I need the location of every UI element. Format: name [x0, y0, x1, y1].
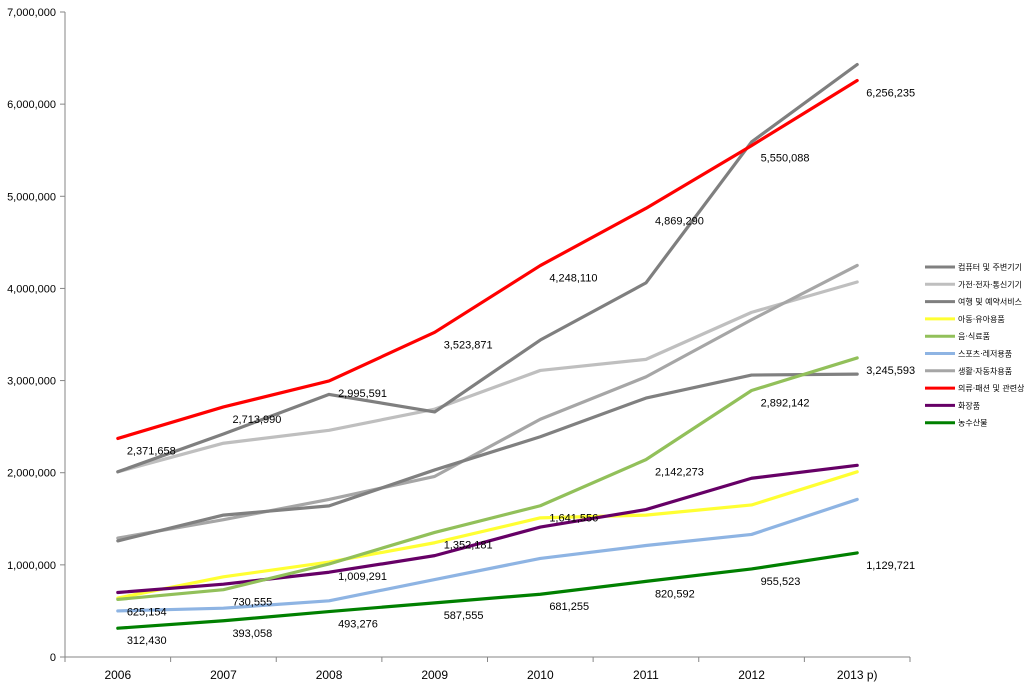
legend-label: 의류·패션 및 관련상품	[958, 383, 1024, 393]
series-line	[116, 470, 859, 600]
series-line	[116, 372, 859, 543]
y-tick-label: 6,000,000	[7, 99, 56, 111]
data-label: 2,892,142	[761, 398, 810, 410]
legend-label: 여행 및 예약서비스	[958, 297, 1022, 307]
data-label: 1,129,721	[866, 560, 915, 572]
series-line	[116, 356, 859, 601]
legend-label: 가전·전자·통신기기	[958, 279, 1022, 289]
data-label: 312,430	[127, 635, 167, 647]
data-label: 4,248,110	[549, 273, 597, 285]
data-label: 6,256,235	[866, 88, 915, 100]
series-lines	[116, 62, 859, 630]
series-line	[116, 280, 859, 474]
y-tick-label: 3,000,000	[7, 376, 56, 388]
y-tick-label: 0	[50, 652, 56, 664]
series-line	[116, 497, 859, 613]
y-tick-label: 5,000,000	[7, 191, 56, 203]
data-label: 2,995,591	[338, 388, 387, 400]
legend-label: 아동·유아용품	[958, 314, 1005, 324]
x-tick-label: 2008	[316, 668, 343, 682]
y-tick-label: 1,000,000	[7, 560, 56, 572]
series-line	[116, 78, 859, 441]
y-tick-label: 7,000,000	[7, 7, 56, 19]
x-tick-label: 2007	[210, 668, 237, 682]
y-tick-label: 2,000,000	[7, 468, 56, 480]
data-label: 681,255	[549, 601, 589, 613]
legend-label: 음·식료품	[958, 332, 990, 341]
legend-label: 화장품	[958, 400, 980, 410]
data-label: 3,523,871	[444, 339, 493, 351]
data-label: 2,371,658	[127, 445, 176, 457]
data-label: 493,276	[338, 619, 378, 631]
data-label: 625,154	[127, 606, 167, 618]
legend-label: 스포츠·레저용품	[958, 350, 1012, 359]
series-line	[116, 62, 859, 474]
x-tick-label: 2011	[633, 668, 659, 682]
data-label: 955,523	[761, 576, 801, 588]
series-line	[116, 263, 859, 540]
legend-label: 생활·자동차용품	[958, 366, 1012, 376]
legend-label: 컴퓨터 및 주변기기	[958, 262, 1022, 272]
x-tick-label: 2012	[738, 668, 765, 682]
data-label: 587,555	[444, 610, 484, 622]
series-line	[116, 463, 859, 595]
data-label: 820,592	[655, 588, 695, 600]
data-label: 4,869,290	[655, 215, 704, 227]
data-label: 393,058	[232, 628, 272, 640]
data-label: 3,245,593	[866, 365, 915, 377]
data-label: 2,142,273	[655, 467, 704, 479]
data-label: 730,555	[232, 597, 272, 609]
data-label: 1,009,291	[338, 571, 387, 583]
data-label: 5,550,088	[761, 153, 810, 165]
y-axis: 0 1,000,000 2,000,000 3,000,000 4,000,000 5,0…	[7, 7, 65, 664]
x-tick-label: 2009	[421, 668, 448, 682]
y-tick-label: 4,000,000	[7, 283, 56, 295]
legend-label: 농수산물	[958, 418, 987, 428]
data-label: 1,352,181	[444, 539, 493, 551]
data-labels: 625,154 730,555 1,009,291 1,352,181 1,641,55…	[127, 88, 915, 648]
x-tick-label: 2006	[104, 668, 131, 682]
x-axis: 2006 2007 2008 2009 2010 2011 2012 2013 p)	[64, 657, 911, 682]
x-tick-label: 2013 p)	[837, 668, 878, 682]
data-label: 1,641,556	[549, 513, 598, 525]
series-line	[116, 551, 859, 630]
x-tick-label: 2010	[527, 668, 554, 682]
data-label: 2,713,990	[232, 414, 281, 426]
